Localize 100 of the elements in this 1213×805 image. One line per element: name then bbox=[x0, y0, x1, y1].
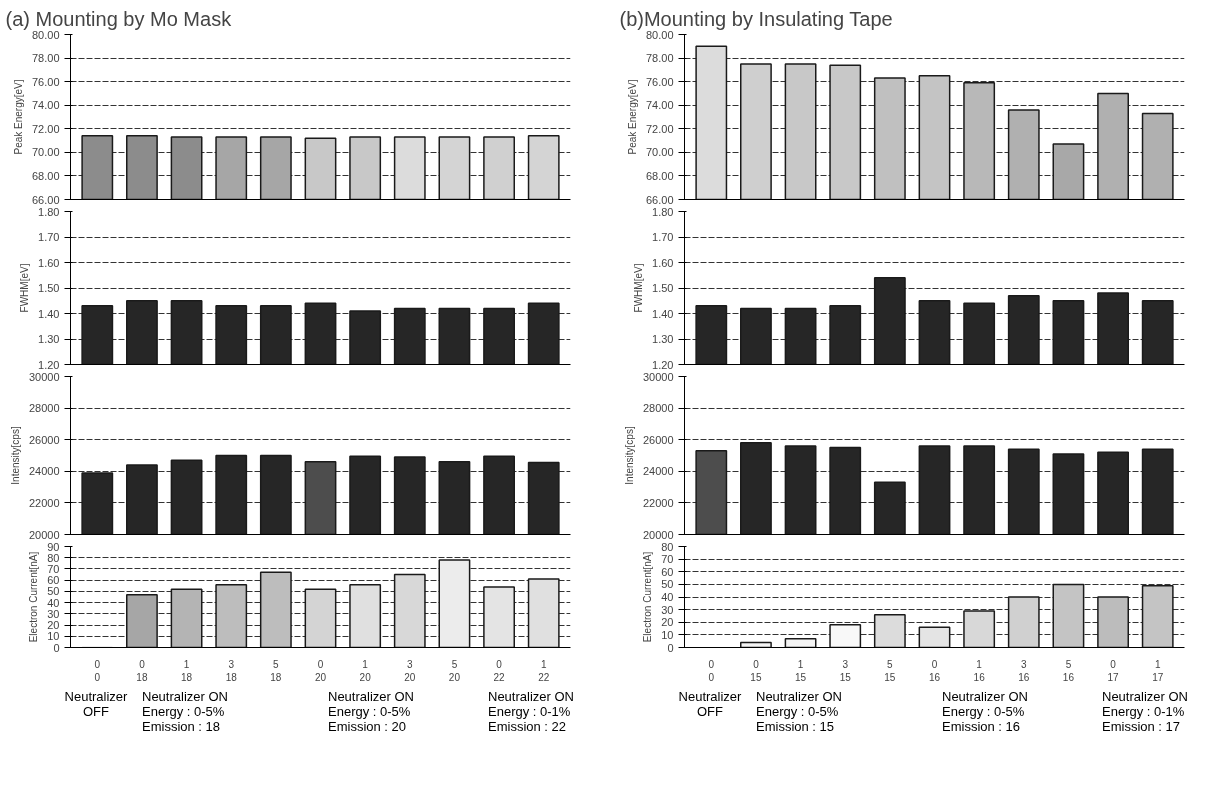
x-tick-label: 1 15 bbox=[795, 658, 807, 683]
chart-title: (b)Mounting by Insulating Tape bbox=[619, 7, 893, 30]
y-tick-label: 72.00 bbox=[31, 122, 60, 135]
y-tick-label: 72.00 bbox=[645, 122, 674, 135]
y-tick-label: 28000 bbox=[642, 402, 674, 415]
y-tick-label: 80.00 bbox=[645, 28, 674, 41]
y-tick-label: 40 bbox=[47, 596, 60, 609]
x-tick-label: 0 0 bbox=[708, 658, 715, 683]
y-tick-label: 20 bbox=[661, 616, 674, 629]
y-tick-label: 1.80 bbox=[38, 205, 60, 218]
y-tick-label: 10 bbox=[661, 628, 674, 641]
y-tick-label: 10 bbox=[47, 630, 60, 643]
x-tick-label: 1 18 bbox=[181, 658, 193, 683]
y-tick-label: 80 bbox=[661, 540, 674, 553]
x-tick-label: 1 16 bbox=[973, 658, 986, 683]
y-tick-label: 1.80 bbox=[652, 205, 674, 218]
y-tick-label: 70 bbox=[661, 553, 674, 566]
y-tick-label: 78.00 bbox=[645, 52, 674, 65]
x-tick-label: 1 17 bbox=[1152, 658, 1164, 683]
y-tick-label: 60 bbox=[47, 574, 60, 587]
y-tick-label: 68.00 bbox=[645, 169, 674, 182]
y-tick-label: 22000 bbox=[28, 496, 60, 509]
y-tick-label: 1.70 bbox=[38, 231, 60, 243]
text: Neutralizer ON Energy : 0-5% Emission : 15 bbox=[756, 689, 842, 735]
y-tick-label: 20 bbox=[47, 619, 60, 632]
y-tick-label: 26000 bbox=[642, 433, 674, 446]
chart-title: (a) Mounting by Mo Mask bbox=[5, 7, 233, 30]
y-tick-label: 0 bbox=[667, 641, 674, 654]
y-tick-label: 80.00 bbox=[31, 28, 60, 41]
y-axis-title: FWHM[eV] bbox=[633, 263, 645, 313]
text: Neutralizer ON Energy : 0-5% Emission : 20 bbox=[328, 689, 414, 735]
x-tick-label: 5 15 bbox=[884, 658, 896, 683]
y-tick-label: 66.00 bbox=[645, 193, 674, 206]
x-tick-label: 0 20 bbox=[314, 658, 327, 683]
y-tick-label: 70.00 bbox=[645, 146, 674, 159]
x-tick-label: 5 16 bbox=[1062, 658, 1075, 683]
x-tick-label: 5 20 bbox=[448, 658, 461, 683]
y-tick-label: 1.20 bbox=[652, 358, 674, 371]
y-tick-label: 1.30 bbox=[38, 333, 60, 345]
y-tick-label: 28000 bbox=[28, 402, 60, 415]
y-tick-label: 76.00 bbox=[31, 75, 60, 88]
x-tick-label: 0 0 bbox=[94, 658, 101, 683]
y-axis-title: FWHM[eV] bbox=[19, 263, 31, 313]
y-tick-label: 68.00 bbox=[31, 169, 60, 182]
y-tick-label: 20000 bbox=[28, 528, 60, 541]
y-tick-label: 76.00 bbox=[645, 75, 674, 88]
y-axis-title: Intensity[cps] bbox=[623, 426, 635, 485]
y-tick-label: 80 bbox=[47, 551, 60, 564]
y-axis-title: Intensity[cps] bbox=[9, 426, 21, 485]
y-tick-label: 1.60 bbox=[652, 256, 674, 269]
y-tick-label: 70.00 bbox=[31, 146, 60, 159]
y-tick-label: 1.20 bbox=[38, 358, 60, 371]
x-tick-label: 1 22 bbox=[538, 658, 550, 683]
y-axis-title: Peak Energy[eV] bbox=[626, 79, 638, 155]
y-axis-title: Electron Current[nA] bbox=[28, 551, 40, 643]
x-tick-label: 5 18 bbox=[270, 658, 282, 683]
y-tick-label: 40 bbox=[661, 591, 674, 603]
x-tick-label: 0 15 bbox=[750, 658, 762, 683]
text: Neutralizer OFF bbox=[678, 689, 742, 720]
x-tick-label: 3 18 bbox=[225, 658, 238, 683]
x-tick-label: 3 20 bbox=[404, 658, 416, 683]
y-tick-label: 24000 bbox=[28, 465, 60, 478]
y-tick-label: 50 bbox=[661, 578, 674, 591]
text: Neutralizer ON Energy : 0-5% Emission : 16 bbox=[942, 689, 1028, 735]
y-tick-label: 1.50 bbox=[652, 282, 674, 294]
y-tick-label: 30 bbox=[661, 603, 674, 616]
y-tick-label: 66.00 bbox=[31, 193, 60, 206]
y-tick-label: 60 bbox=[661, 565, 674, 578]
x-tick-label: 0 16 bbox=[928, 658, 941, 683]
y-axis-title: Electron Current[nA] bbox=[642, 551, 654, 643]
y-tick-label: 1.50 bbox=[38, 282, 60, 294]
x-tick-label: 0 22 bbox=[493, 658, 506, 683]
y-tick-label: 78.00 bbox=[31, 52, 60, 65]
y-tick-label: 30 bbox=[47, 607, 60, 620]
y-tick-label: 70 bbox=[47, 562, 60, 575]
y-tick-label: 1.30 bbox=[652, 333, 674, 345]
y-tick-label: 1.40 bbox=[652, 307, 674, 320]
y-tick-label: 22000 bbox=[642, 496, 674, 509]
y-tick-label: 26000 bbox=[28, 433, 60, 446]
y-axis-title: Peak Energy[eV] bbox=[12, 79, 24, 155]
text: Neutralizer OFF bbox=[64, 689, 128, 720]
x-tick-label: 0 17 bbox=[1107, 658, 1120, 683]
y-tick-label: 20000 bbox=[642, 528, 674, 541]
y-tick-label: 1.40 bbox=[38, 307, 60, 320]
x-tick-label: 0 18 bbox=[136, 658, 148, 683]
y-tick-label: 24000 bbox=[642, 465, 674, 478]
y-tick-label: 74.00 bbox=[645, 99, 674, 112]
y-tick-label: 1.70 bbox=[652, 231, 674, 243]
text: Neutralizer ON Energy : 0-1% Emission : 22 bbox=[488, 689, 574, 735]
y-tick-label: 0 bbox=[53, 641, 60, 654]
y-tick-label: 74.00 bbox=[31, 99, 60, 112]
y-tick-label: 30000 bbox=[642, 370, 674, 383]
x-tick-label: 3 15 bbox=[839, 658, 852, 683]
y-tick-label: 50 bbox=[47, 585, 60, 598]
y-tick-label: 30000 bbox=[28, 370, 60, 383]
text: Neutralizer ON Energy : 0-5% Emission : 18 bbox=[142, 689, 228, 735]
x-tick-label: 3 16 bbox=[1018, 658, 1030, 683]
y-tick-label: 90 bbox=[47, 540, 60, 553]
y-tick-label: 1.60 bbox=[38, 256, 60, 269]
x-tick-label: 1 20 bbox=[359, 658, 372, 683]
